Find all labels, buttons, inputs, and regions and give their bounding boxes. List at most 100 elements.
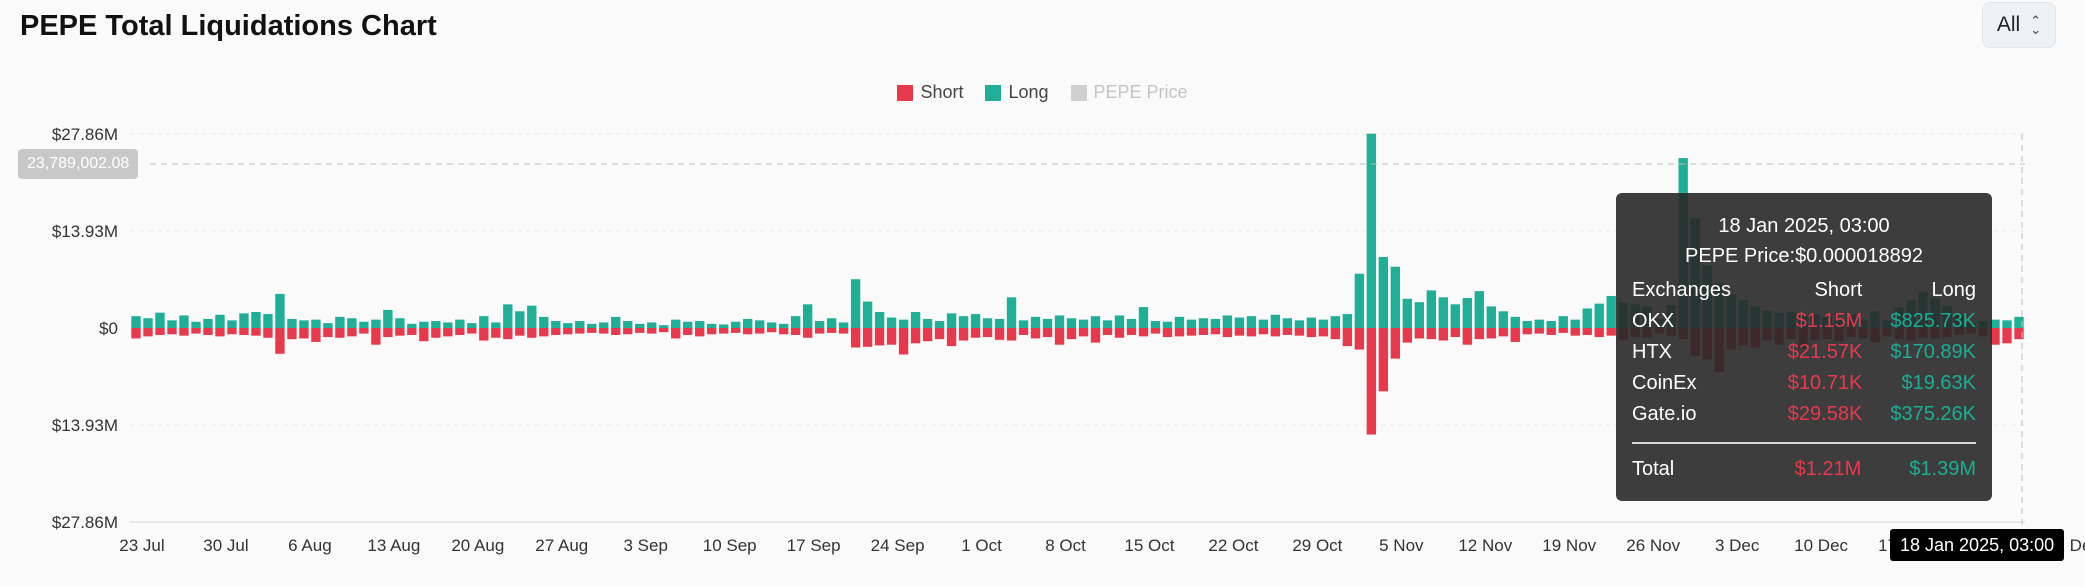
- short-bar[interactable]: [263, 328, 273, 338]
- short-bar[interactable]: [599, 328, 609, 334]
- short-bar[interactable]: [1114, 328, 1125, 338]
- short-bar[interactable]: [227, 328, 237, 335]
- long-bar[interactable]: [1294, 320, 1305, 328]
- short-bar[interactable]: [1594, 328, 1604, 338]
- short-bar[interactable]: [371, 328, 381, 345]
- long-bar[interactable]: [1438, 297, 1448, 328]
- short-bar[interactable]: [395, 328, 405, 336]
- long-bar[interactable]: [742, 318, 753, 328]
- short-bar[interactable]: [850, 328, 861, 348]
- long-bar[interactable]: [359, 321, 369, 328]
- long-bar[interactable]: [335, 316, 345, 328]
- long-bar[interactable]: [659, 325, 669, 328]
- long-bar[interactable]: [611, 316, 621, 328]
- short-bar[interactable]: [862, 328, 873, 347]
- long-bar[interactable]: [1990, 319, 2000, 328]
- short-bar[interactable]: [383, 328, 393, 338]
- long-bar[interactable]: [227, 320, 237, 328]
- short-bar[interactable]: [1378, 328, 1389, 392]
- short-bar[interactable]: [287, 328, 297, 340]
- short-bar[interactable]: [131, 328, 141, 339]
- long-bar[interactable]: [491, 322, 501, 328]
- long-bar[interactable]: [635, 323, 645, 328]
- short-bar[interactable]: [1606, 328, 1616, 336]
- short-bar[interactable]: [407, 328, 417, 335]
- long-bar[interactable]: [850, 279, 861, 328]
- long-bar[interactable]: [311, 319, 321, 328]
- long-bar[interactable]: [1090, 316, 1101, 328]
- short-bar[interactable]: [1234, 328, 1245, 336]
- short-bar[interactable]: [1018, 328, 1029, 335]
- long-bar[interactable]: [1246, 316, 1257, 328]
- long-bar[interactable]: [898, 319, 909, 328]
- long-bar[interactable]: [778, 323, 789, 328]
- range-select[interactable]: All ⌃ ⌄: [1982, 2, 2056, 48]
- short-bar[interactable]: [1162, 328, 1173, 338]
- short-bar[interactable]: [790, 328, 801, 335]
- long-bar[interactable]: [707, 323, 717, 328]
- short-bar[interactable]: [179, 328, 189, 336]
- short-bar[interactable]: [671, 328, 681, 339]
- long-bar[interactable]: [1306, 317, 1317, 328]
- long-bar[interactable]: [1078, 319, 1089, 328]
- short-bar[interactable]: [958, 328, 969, 341]
- long-bar[interactable]: [838, 322, 849, 328]
- short-bar[interactable]: [479, 328, 489, 341]
- short-bar[interactable]: [275, 328, 285, 354]
- short-bar[interactable]: [1462, 328, 1472, 345]
- long-bar[interactable]: [874, 311, 885, 328]
- short-bar[interactable]: [563, 328, 573, 335]
- long-bar[interactable]: [443, 322, 453, 328]
- long-bar[interactable]: [1486, 306, 1496, 328]
- short-bar[interactable]: [1438, 328, 1448, 341]
- short-bar[interactable]: [695, 328, 705, 337]
- long-bar[interactable]: [215, 314, 225, 328]
- short-bar[interactable]: [1090, 328, 1101, 343]
- long-bar[interactable]: [1546, 321, 1556, 328]
- long-bar[interactable]: [802, 304, 813, 328]
- short-bar[interactable]: [910, 328, 921, 344]
- short-bar[interactable]: [1006, 328, 1017, 341]
- short-bar[interactable]: [1510, 328, 1520, 342]
- short-bar[interactable]: [1342, 328, 1353, 347]
- short-bar[interactable]: [1198, 328, 1209, 335]
- short-bar[interactable]: [1186, 328, 1197, 336]
- short-bar[interactable]: [946, 328, 957, 347]
- short-bar[interactable]: [1582, 328, 1592, 335]
- long-bar[interactable]: [203, 318, 213, 328]
- short-bar[interactable]: [1990, 328, 2000, 345]
- long-bar[interactable]: [383, 309, 393, 328]
- short-bar[interactable]: [1330, 328, 1341, 340]
- short-bar[interactable]: [1390, 328, 1401, 359]
- short-bar[interactable]: [1498, 328, 1508, 337]
- short-bar[interactable]: [994, 328, 1005, 340]
- long-bar[interactable]: [299, 320, 309, 328]
- long-bar[interactable]: [1462, 298, 1472, 328]
- short-bar[interactable]: [251, 328, 261, 336]
- short-bar[interactable]: [1138, 328, 1149, 337]
- short-bar[interactable]: [1354, 328, 1365, 350]
- short-bar[interactable]: [419, 328, 429, 342]
- long-bar[interactable]: [647, 322, 657, 328]
- legend-item-long[interactable]: Long: [985, 82, 1049, 103]
- long-bar[interactable]: [155, 312, 165, 328]
- short-bar[interactable]: [239, 328, 249, 335]
- long-bar[interactable]: [1510, 316, 1520, 328]
- short-bar[interactable]: [647, 328, 657, 334]
- short-bar[interactable]: [1486, 328, 1496, 339]
- long-bar[interactable]: [539, 316, 549, 328]
- long-bar[interactable]: [826, 318, 837, 328]
- long-bar[interactable]: [563, 323, 573, 328]
- short-bar[interactable]: [191, 328, 201, 334]
- long-bar[interactable]: [1126, 318, 1137, 328]
- short-bar[interactable]: [707, 328, 717, 335]
- short-bar[interactable]: [970, 328, 981, 338]
- short-bar[interactable]: [778, 328, 789, 335]
- short-bar[interactable]: [1150, 328, 1161, 334]
- short-bar[interactable]: [982, 328, 993, 338]
- short-bar[interactable]: [719, 328, 729, 334]
- long-bar[interactable]: [515, 311, 525, 328]
- long-bar[interactable]: [1342, 314, 1353, 328]
- long-bar[interactable]: [1222, 315, 1233, 328]
- long-bar[interactable]: [167, 320, 177, 328]
